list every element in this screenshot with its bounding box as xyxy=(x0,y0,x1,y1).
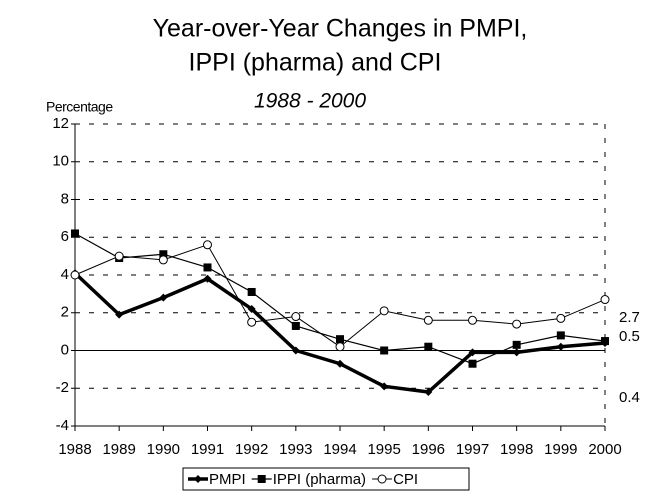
marker xyxy=(291,346,300,355)
marker xyxy=(203,240,212,250)
marker xyxy=(70,270,80,280)
x-tick-label: 1999 xyxy=(544,441,577,458)
marker xyxy=(71,229,79,238)
y-tick-label: 0 xyxy=(61,341,69,358)
marker xyxy=(257,475,266,483)
marker xyxy=(159,250,168,259)
x-tick-label: 1994 xyxy=(323,441,356,458)
marker xyxy=(512,319,522,329)
marker xyxy=(291,312,301,322)
y-tick-label: 6 xyxy=(61,228,69,245)
marker xyxy=(380,346,389,355)
marker xyxy=(380,382,389,391)
y-tick-label: 12 xyxy=(52,115,69,132)
x-tick-label: 1993 xyxy=(279,441,312,458)
chart-title: Year-over-Year Changes in PMPI, xyxy=(153,15,528,43)
marker xyxy=(336,335,344,344)
marker xyxy=(601,337,609,346)
marker xyxy=(115,310,124,319)
legend-label: PMPI xyxy=(209,471,246,488)
chart-subtitle: 1988 - 2000 xyxy=(254,90,366,113)
y-axis-label: Percentage xyxy=(46,99,113,115)
marker xyxy=(203,274,212,283)
marker xyxy=(158,255,168,265)
marker xyxy=(336,359,344,368)
x-tick-label: 1996 xyxy=(412,441,445,458)
marker xyxy=(512,340,521,349)
marker xyxy=(424,342,433,351)
legend-box xyxy=(182,467,470,491)
x-tick-label: 1991 xyxy=(191,441,224,458)
x-tick-label: 1988 xyxy=(58,441,91,458)
marker xyxy=(114,251,124,261)
marker xyxy=(468,359,477,368)
x-tick-label: 1992 xyxy=(235,441,268,458)
marker xyxy=(247,317,257,327)
marker xyxy=(377,474,387,484)
end-label: 2.7 xyxy=(619,309,640,326)
end-label: 0.5 xyxy=(619,328,640,345)
x-tick-label: 1995 xyxy=(367,441,400,458)
marker xyxy=(159,293,168,302)
x-tick-label: 1990 xyxy=(147,441,180,458)
series-line xyxy=(73,271,606,394)
chart-title: IPPI (pharma) and CPI xyxy=(189,49,442,77)
marker xyxy=(600,295,610,305)
marker xyxy=(512,348,521,357)
marker xyxy=(556,313,566,323)
marker xyxy=(291,321,300,330)
marker xyxy=(556,342,565,351)
marker xyxy=(247,304,256,313)
legend-label: IPPI (pharma) xyxy=(273,471,366,488)
x-tick-label: 1989 xyxy=(102,441,135,458)
marker xyxy=(203,263,212,272)
legend: PMPI IPPI (pharma) CPI xyxy=(182,467,470,491)
marker xyxy=(379,306,389,316)
marker xyxy=(556,331,565,340)
marker xyxy=(423,315,433,325)
end-label: 0.4 xyxy=(619,389,640,406)
marker xyxy=(468,348,477,357)
y-tick-label: 10 xyxy=(52,153,69,170)
y-tick-label: -2 xyxy=(56,379,69,396)
series-line xyxy=(74,244,606,348)
y-tick-label: 2 xyxy=(61,304,69,321)
marker xyxy=(335,342,345,352)
marker xyxy=(468,315,477,325)
x-tick-label: 1998 xyxy=(500,441,533,458)
legend-label: CPI xyxy=(393,471,418,488)
y-tick-label: 4 xyxy=(61,266,69,283)
marker xyxy=(194,475,202,483)
y-tick-label: -4 xyxy=(56,417,69,434)
marker xyxy=(424,388,433,397)
x-tick-label: 2000 xyxy=(588,441,621,458)
y-tick-label: 8 xyxy=(61,190,69,207)
marker xyxy=(247,287,256,296)
x-tick-label: 1997 xyxy=(456,441,489,458)
